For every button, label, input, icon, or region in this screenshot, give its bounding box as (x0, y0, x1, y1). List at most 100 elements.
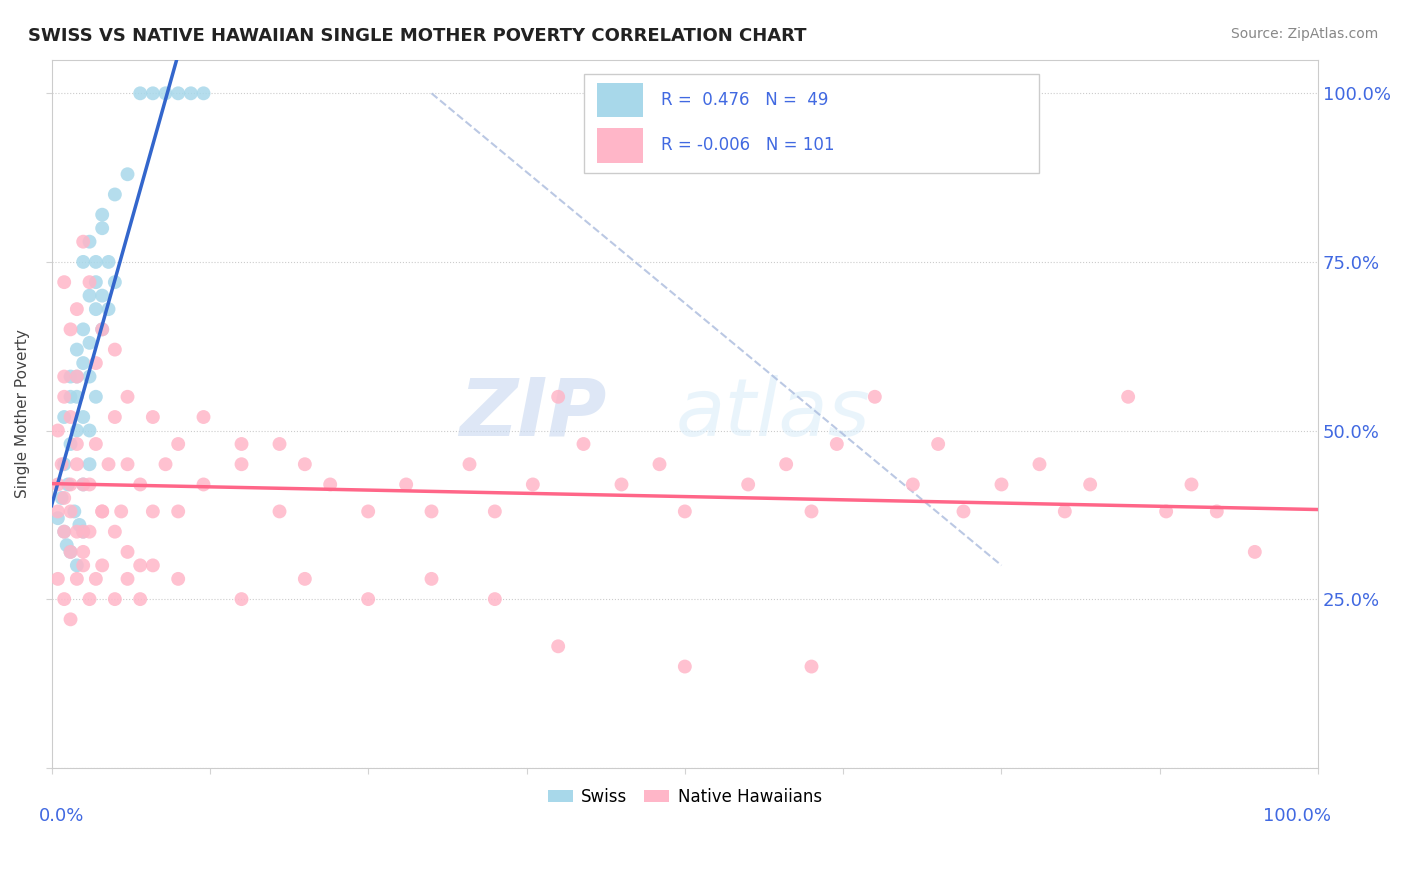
Native Hawaiians (1180, 477, 1202, 491)
Swiss (91, 322, 114, 336)
Native Hawaiians (79, 592, 101, 607)
Native Hawaiians (547, 390, 569, 404)
Swiss (72, 356, 94, 370)
Native Hawaiians (673, 659, 696, 673)
Native Hawaiians (775, 457, 797, 471)
Native Hawaiians (167, 572, 190, 586)
Swiss (97, 255, 120, 269)
Native Hawaiians (572, 437, 595, 451)
Native Hawaiians (79, 275, 101, 289)
Swiss (72, 410, 94, 425)
Native Hawaiians (66, 369, 89, 384)
Native Hawaiians (84, 572, 107, 586)
Native Hawaiians (737, 477, 759, 491)
Native Hawaiians (59, 477, 82, 491)
Native Hawaiians (97, 457, 120, 471)
Native Hawaiians (72, 524, 94, 539)
Native Hawaiians (155, 457, 177, 471)
Swiss (84, 302, 107, 317)
Native Hawaiians (72, 235, 94, 249)
Native Hawaiians (53, 592, 76, 607)
Native Hawaiians (91, 558, 114, 573)
Native Hawaiians (167, 504, 190, 518)
Native Hawaiians (72, 545, 94, 559)
Native Hawaiians (673, 504, 696, 518)
Native Hawaiians (66, 524, 89, 539)
Native Hawaiians (66, 457, 89, 471)
Swiss (91, 208, 114, 222)
Native Hawaiians (66, 572, 89, 586)
Swiss (79, 335, 101, 350)
Native Hawaiians (46, 504, 69, 518)
Native Hawaiians (46, 477, 69, 491)
Native Hawaiians (104, 592, 127, 607)
Native Hawaiians (269, 504, 291, 518)
Native Hawaiians (117, 390, 139, 404)
Native Hawaiians (59, 410, 82, 425)
Native Hawaiians (117, 545, 139, 559)
Native Hawaiians (53, 369, 76, 384)
Swiss (72, 322, 94, 336)
Native Hawaiians (142, 558, 165, 573)
Native Hawaiians (231, 457, 253, 471)
Native Hawaiians (84, 437, 107, 451)
Swiss (79, 235, 101, 249)
Swiss (97, 302, 120, 317)
Swiss (72, 255, 94, 269)
Native Hawaiians (46, 424, 69, 438)
Native Hawaiians (129, 477, 152, 491)
Native Hawaiians (522, 477, 544, 491)
Text: 0.0%: 0.0% (39, 806, 84, 824)
Native Hawaiians (51, 457, 73, 471)
Swiss (84, 390, 107, 404)
Native Hawaiians (193, 410, 215, 425)
Native Hawaiians (46, 572, 69, 586)
Native Hawaiians (59, 612, 82, 626)
Swiss (56, 477, 79, 491)
Native Hawaiians (547, 640, 569, 654)
Swiss (53, 410, 76, 425)
Legend: Swiss, Native Hawaiians: Swiss, Native Hawaiians (541, 781, 828, 813)
Native Hawaiians (79, 524, 101, 539)
Native Hawaiians (484, 504, 506, 518)
Swiss (142, 87, 165, 101)
Native Hawaiians (66, 437, 89, 451)
Swiss (104, 275, 127, 289)
Swiss (117, 167, 139, 181)
Native Hawaiians (319, 477, 342, 491)
Swiss (66, 343, 89, 357)
Swiss (55, 538, 77, 552)
Text: ZIP: ZIP (460, 375, 606, 452)
Swiss (79, 288, 101, 302)
Native Hawaiians (1205, 504, 1227, 518)
Swiss (79, 457, 101, 471)
Native Hawaiians (294, 457, 316, 471)
Native Hawaiians (458, 457, 481, 471)
Native Hawaiians (231, 437, 253, 451)
Swiss (72, 524, 94, 539)
Native Hawaiians (117, 572, 139, 586)
Swiss (67, 517, 90, 532)
Swiss (59, 545, 82, 559)
Native Hawaiians (104, 524, 127, 539)
Swiss (167, 87, 190, 101)
Native Hawaiians (91, 504, 114, 518)
Native Hawaiians (420, 572, 443, 586)
Native Hawaiians (294, 572, 316, 586)
Text: SWISS VS NATIVE HAWAIIAN SINGLE MOTHER POVERTY CORRELATION CHART: SWISS VS NATIVE HAWAIIAN SINGLE MOTHER P… (28, 27, 807, 45)
Native Hawaiians (53, 491, 76, 505)
Swiss (84, 255, 107, 269)
Native Hawaiians (104, 410, 127, 425)
Native Hawaiians (91, 322, 114, 336)
Native Hawaiians (72, 558, 94, 573)
Native Hawaiians (901, 477, 924, 491)
Swiss (59, 390, 82, 404)
Swiss (91, 221, 114, 235)
Native Hawaiians (1154, 504, 1177, 518)
Native Hawaiians (648, 457, 671, 471)
Native Hawaiians (1243, 545, 1265, 559)
Native Hawaiians (484, 592, 506, 607)
Native Hawaiians (1053, 504, 1076, 518)
Native Hawaiians (420, 504, 443, 518)
Native Hawaiians (357, 504, 380, 518)
